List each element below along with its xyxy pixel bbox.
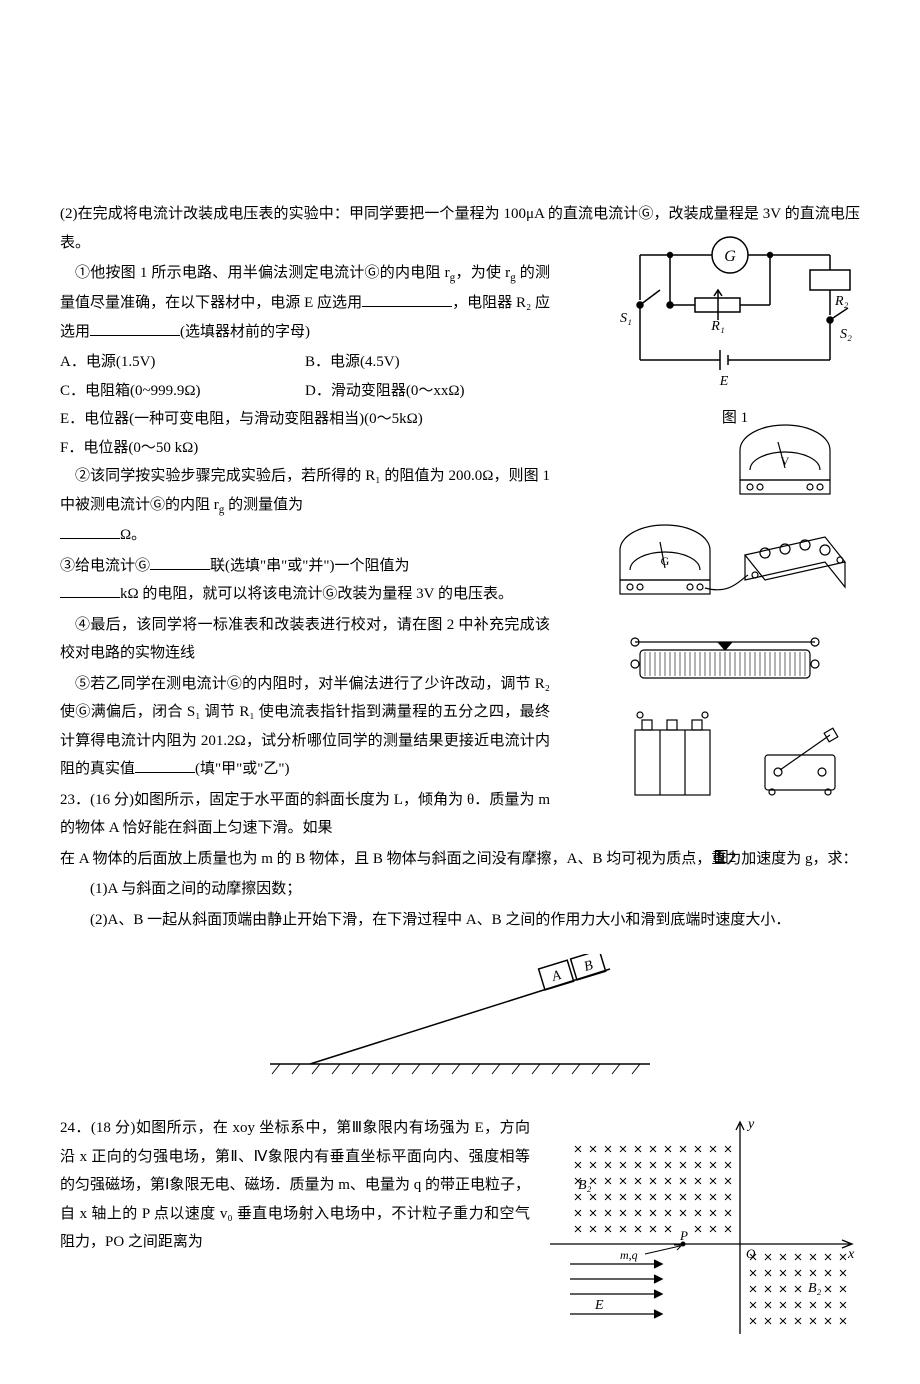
svg-text:S₁: S₁ (620, 311, 632, 326)
svg-text:B: B (582, 958, 595, 975)
q23-stem-part1: 23．(16 分)如图所示，固定于水平面的斜面长度为 L，倾角为 θ．质量为 m… (60, 786, 550, 843)
option-e: E．电位器(一种可变电阻，与滑动变阻器相当)(0～5kΩ) (60, 405, 550, 434)
q23-sub2: (2)A、B 一起从斜面顶端由静止开始下滑，在下滑过程中 A、B 之间的作用力大… (60, 906, 860, 935)
svg-text:y: y (746, 1117, 755, 1132)
svg-text:m,q: m,q (620, 1248, 638, 1262)
q22-2-step3: ③给电流计Ⓖ联(选填"串"或"并")一个阻值为kΩ 的电阻，就可以将该电流计Ⓖ改… (60, 552, 550, 609)
svg-text:x: x (847, 1247, 855, 1262)
figure-1-circuit: G S₁ R₁ (610, 230, 860, 433)
svg-text:G: G (724, 248, 736, 265)
q22-2-step4: ④最后，该同学将一标准表和改装表进行校对，请在图 2 中补充完成该校对电路的实物… (60, 611, 550, 668)
svg-text:B₂: B₂ (808, 1281, 822, 1296)
q22-2-options: A．电源(1.5V) B．电源(4.5V) C．电阻箱(0~999.9Ω) D．… (60, 348, 550, 462)
option-d: D．滑动变阻器(0～xxΩ) (305, 377, 550, 406)
figure-4-coordinate-field: y x O (540, 1114, 860, 1344)
svg-text:E: E (719, 374, 729, 389)
q22-2-step1: ①他按图 1 所示电路、用半偏法测定电流计Ⓖ的内电阻 rg，为使 rg 的测量值… (60, 259, 550, 346)
option-a: A．电源(1.5V) (60, 348, 305, 377)
option-f: F．电位器(0～50 kΩ) (60, 434, 550, 463)
svg-text:P: P (679, 1228, 688, 1243)
q22-2-step5: ⑤若乙同学在测电流计Ⓖ的内阻时，对半偏法进行了少许改动，调节 R₂ 使Ⓖ满偏后，… (60, 670, 550, 784)
svg-text:R₁: R₁ (710, 319, 724, 334)
svg-text:V: V (781, 454, 790, 468)
svg-text:S₂: S₂ (840, 327, 852, 342)
svg-text:E: E (594, 1298, 604, 1313)
svg-text:B₂: B₂ (578, 1178, 592, 1193)
figure-2-label: 图2 (590, 844, 860, 873)
q23-sub1: (1)A 与斜面之间的动摩擦因数； (60, 875, 860, 904)
q22-2-step2: ②该同学按实验步骤完成实验后，若所得的 R₁ 的阻值为 200.0Ω，则图 1 … (60, 462, 550, 549)
figure-3-incline: A B (60, 954, 860, 1084)
figure-2-apparatus: V G (590, 420, 860, 873)
svg-text:A: A (549, 968, 563, 985)
svg-text:G: G (661, 554, 670, 568)
option-c: C．电阻箱(0~999.9Ω) (60, 377, 305, 406)
option-b: B．电源(4.5V) (305, 348, 550, 377)
svg-text:R₂: R₂ (834, 294, 849, 309)
